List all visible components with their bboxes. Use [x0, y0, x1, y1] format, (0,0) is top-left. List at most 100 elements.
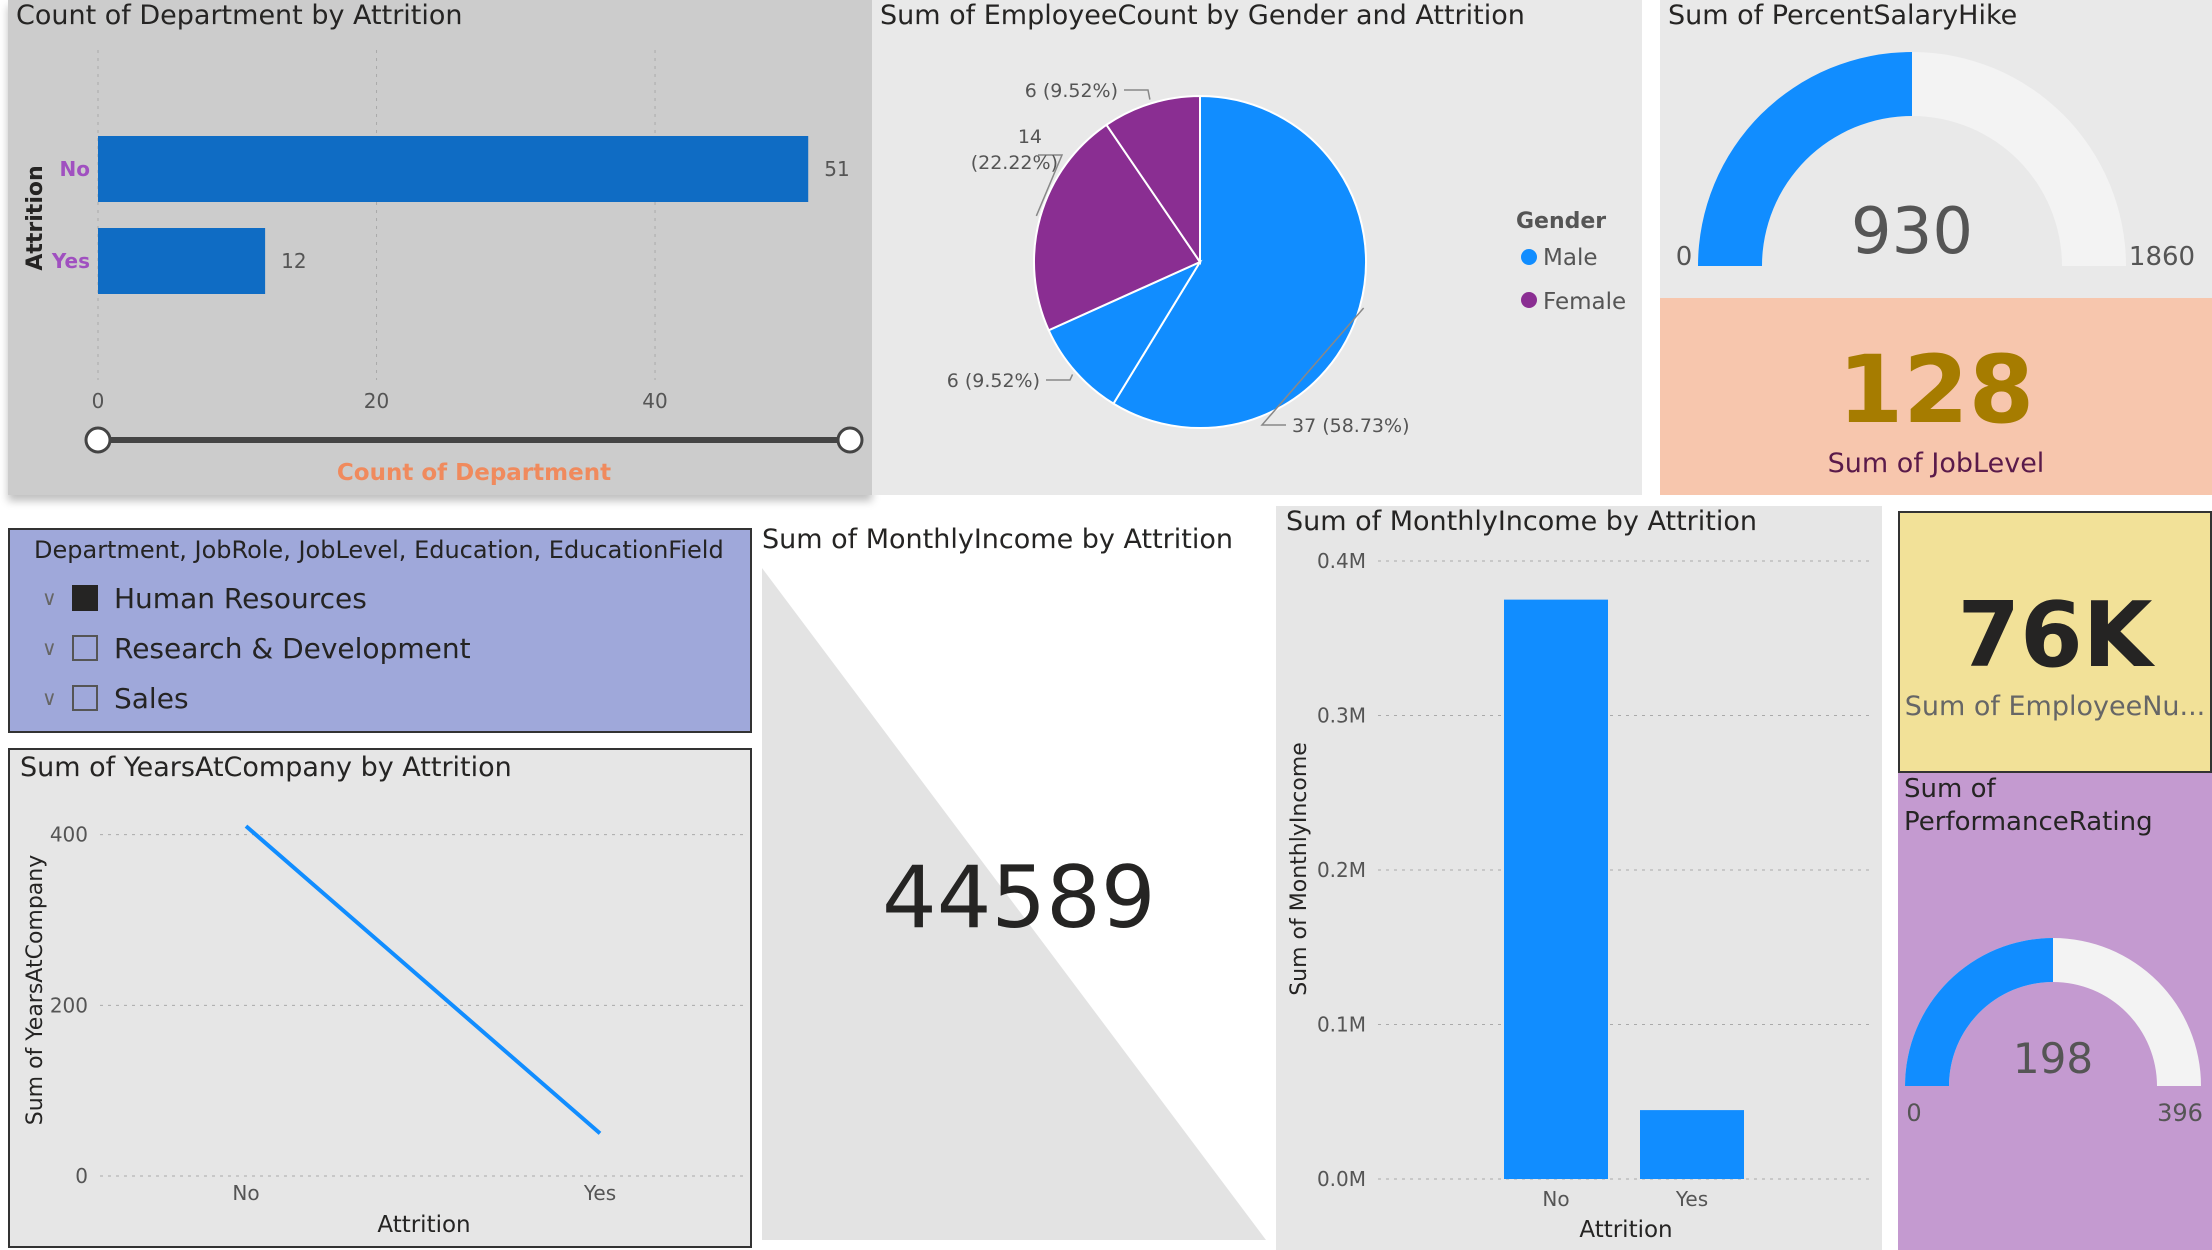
y-tick-label: 200 [50, 993, 88, 1017]
gauge-value: 930 [1851, 195, 1973, 269]
leader-line [1046, 374, 1074, 381]
salary-gauge-svg: 930 0 1860 [1676, 52, 2195, 272]
legend-female-swatch [1521, 292, 1537, 308]
gauge-title: Sum of PercentSalaryHike [1668, 0, 2018, 31]
x-tick-label: No [1542, 1187, 1569, 1211]
x-tick-label: 40 [642, 389, 667, 413]
gauge-fill [1905, 938, 2053, 1086]
slicer-item-label: Sales [114, 681, 189, 715]
slicer-item-human-resources[interactable]: ∨ Human Resources [42, 578, 367, 618]
y-tick-label: 0.0M [1317, 1167, 1366, 1191]
card-background-triangle [762, 568, 1266, 1240]
perf-gauge-svg: 198 0 396 [1905, 938, 2203, 1127]
card-label: Sum of EmployeeNu... [1904, 691, 2206, 722]
slice-label: 14 [1018, 126, 1042, 148]
bar-yes[interactable] [1640, 1110, 1744, 1179]
y-tick-label: Yes [51, 249, 90, 273]
x-tick-label: Yes [1675, 1187, 1708, 1211]
y-tick-label: 0 [75, 1164, 88, 1188]
slicer-item-label: Human Resources [114, 581, 367, 615]
y-tick-label: 0.3M [1317, 704, 1366, 728]
monthly-income-card: Sum of MonthlyIncome by Attrition 44589 [752, 518, 1272, 1250]
leader-line [1035, 154, 1064, 217]
y-axis-label: Sum of MonthlyIncome [1287, 742, 1312, 996]
x-axis-label: Attrition [377, 1212, 470, 1238]
gauge-title: Sum of PerformanceRating [1904, 774, 2153, 837]
pie-slice[interactable] [1047, 259, 1203, 406]
card-value: 128 [1837, 336, 2035, 445]
y-tick-label: No [60, 157, 90, 181]
chevron-down-icon[interactable]: ∨ [42, 686, 57, 710]
bar-yes[interactable] [98, 228, 266, 294]
y-tick-label: 400 [50, 823, 88, 847]
zoom-slider-left-handle[interactable] [84, 426, 112, 454]
slice-label: 6 (9.52%) [947, 370, 1040, 392]
y-tick-label: 0.1M [1317, 1013, 1366, 1037]
legend-male-swatch [1521, 249, 1537, 265]
legend-male-label[interactable]: Male [1543, 245, 1597, 271]
checkbox[interactable] [72, 635, 98, 661]
chart-title: Count of Department by Attrition [16, 0, 463, 31]
chart-title: Sum of EmployeeCount by Gender and Attri… [880, 0, 1525, 31]
gauge-min: 0 [1676, 242, 1693, 272]
years-line-svg: 0 200 400 Sum of YearsAtCompany No Yes Attr… [23, 823, 746, 1238]
pie-svg: 37 (58.73%)6 (9.52%)14(22.22%)6 (9.52%) … [947, 80, 1626, 437]
income-bar-svg: 0.0M 0.1M 0.2M 0.3M 0.4M Sum of MonthlyIncom… [1287, 549, 1872, 1243]
checkbox[interactable] [72, 685, 98, 711]
joblevel-card: 128 Sum of JobLevel [1660, 298, 2212, 495]
card-label: Sum of JobLevel [1827, 448, 2045, 479]
x-tick-label: 20 [364, 389, 389, 413]
pie-slice[interactable] [1033, 123, 1202, 332]
card-value: 44589 [882, 848, 1156, 948]
slicer-header: Department, JobRole, JobLevel, Education… [34, 536, 724, 564]
chart-title: Sum of MonthlyIncome by Attrition [1286, 506, 1757, 537]
leader-line [1260, 307, 1365, 426]
pie-slice[interactable] [1112, 94, 1367, 429]
salary-hike-gauge: Sum of PercentSalaryHike 930 0 1860 [1660, 0, 2212, 298]
chart-title: Sum of YearsAtCompany by Attrition [20, 752, 512, 783]
gauge-value: 198 [2013, 1034, 2093, 1083]
chevron-down-icon[interactable]: ∨ [42, 636, 57, 660]
gender-attrition-pie: Sum of EmployeeCount by Gender and Attri… [872, 0, 1642, 495]
slicer-item-research-development[interactable]: ∨ Research & Development [42, 628, 471, 668]
leader-line [1124, 89, 1151, 100]
x-tick-label: No [232, 1181, 259, 1205]
x-tick-label: 0 [92, 389, 105, 413]
slice-label: (22.22%) [971, 152, 1058, 174]
legend-title: Gender [1516, 209, 1606, 234]
gauge-max: 1860 [2129, 242, 2195, 272]
gauge-fill [1698, 52, 1912, 266]
data-label: 12 [281, 249, 306, 273]
dept-attrition-svg: Attrition 51 No 12 Yes 0 20 40 Count of Depar… [23, 50, 864, 486]
gauge-max: 396 [2157, 1099, 2203, 1127]
years-at-company-line: Sum of YearsAtCompany by Attrition 0 200 4… [8, 748, 752, 1248]
x-axis-label: Attrition [1579, 1217, 1672, 1243]
card-value: 76K [1957, 583, 2153, 688]
legend-female-label[interactable]: Female [1543, 289, 1626, 315]
chevron-down-icon[interactable]: ∨ [42, 586, 57, 610]
performance-rating-gauge: Sum of PerformanceRating 198 0 396 [1898, 773, 2212, 1250]
pie-slice[interactable] [1105, 94, 1201, 266]
y-tick-label: 0.2M [1317, 858, 1366, 882]
x-tick-label: Yes [583, 1181, 616, 1205]
y-tick-label: 0.4M [1317, 549, 1366, 573]
slice-label: 6 (9.52%) [1025, 80, 1118, 102]
dept-attrition-chart: Count of Department by Attrition Attriti… [8, 0, 872, 495]
data-label: 51 [824, 157, 849, 181]
y-axis-label: Attrition [23, 165, 48, 270]
slicer-item-label: Research & Development [114, 631, 471, 665]
slice-label: 37 (58.73%) [1292, 415, 1410, 437]
slicer-item-sales[interactable]: ∨ Sales [42, 678, 189, 718]
zoom-slider-right-handle[interactable] [836, 426, 864, 454]
series-line [244, 824, 602, 1135]
card-title: Sum of MonthlyIncome by Attrition [762, 524, 1233, 555]
bar-no[interactable] [1504, 599, 1608, 1179]
employee-number-card: 76K Sum of EmployeeNu... [1898, 511, 2212, 773]
gauge-min: 0 [1906, 1099, 1921, 1127]
department-slicer: Department, JobRole, JobLevel, Education… [8, 528, 752, 733]
y-axis-label: Sum of YearsAtCompany [23, 855, 48, 1126]
monthly-income-bar: Sum of MonthlyIncome by Attrition 0.0M 0.… [1276, 506, 1882, 1250]
x-axis-label: Count of Department [337, 460, 611, 486]
checkbox-checked[interactable] [72, 585, 98, 611]
bar-no[interactable] [98, 136, 809, 202]
